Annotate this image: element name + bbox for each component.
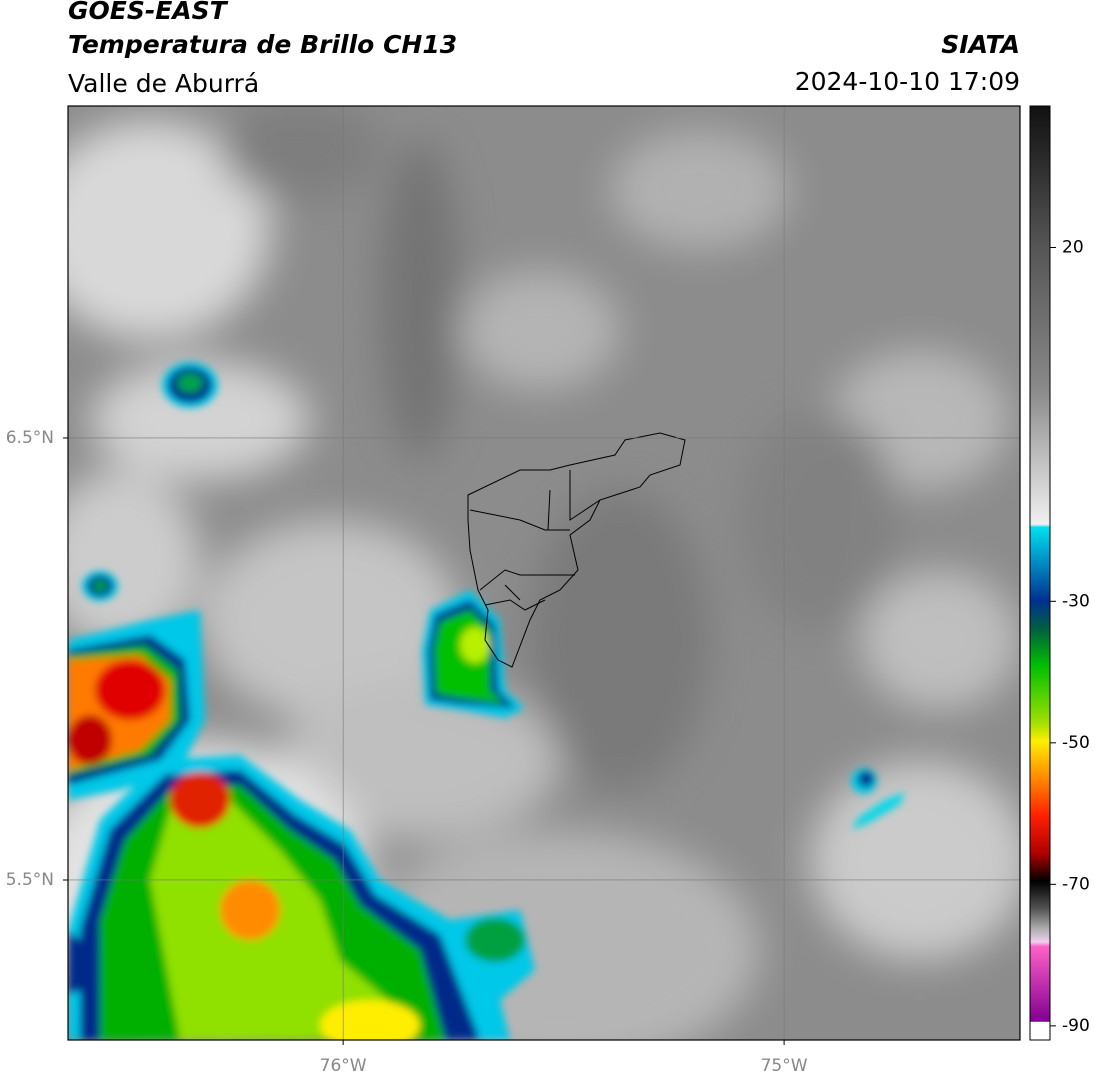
colorbar [1029, 105, 1051, 1041]
map-frame [67, 105, 1021, 1041]
colorbar-tick-label: -90 [1062, 1016, 1090, 1036]
x-tick-label: 76°W [320, 1056, 367, 1076]
graticule [68, 106, 1020, 1040]
region: Valle de Aburrá [68, 69, 259, 98]
subtitle: Temperatura de Brillo CH13 [68, 30, 457, 59]
colorbar-tick-label: -30 [1062, 591, 1090, 611]
colorbar-tick-label: -70 [1062, 874, 1090, 894]
source: SIATA [941, 30, 1020, 59]
timestamp: 2024-10-10 17:09 [795, 67, 1020, 96]
boundaries [467, 432, 686, 668]
title: GOES-EAST [68, 0, 229, 25]
colorbar-tick-label: -50 [1062, 733, 1090, 753]
x-tick-label: 75°W [761, 1056, 808, 1076]
satellite-image [68, 106, 1020, 1040]
colorbar-tick-label: 20 [1062, 238, 1084, 258]
y-tick-label: 5.5°N [6, 870, 54, 890]
y-tick-label: 6.5°N [6, 428, 54, 448]
